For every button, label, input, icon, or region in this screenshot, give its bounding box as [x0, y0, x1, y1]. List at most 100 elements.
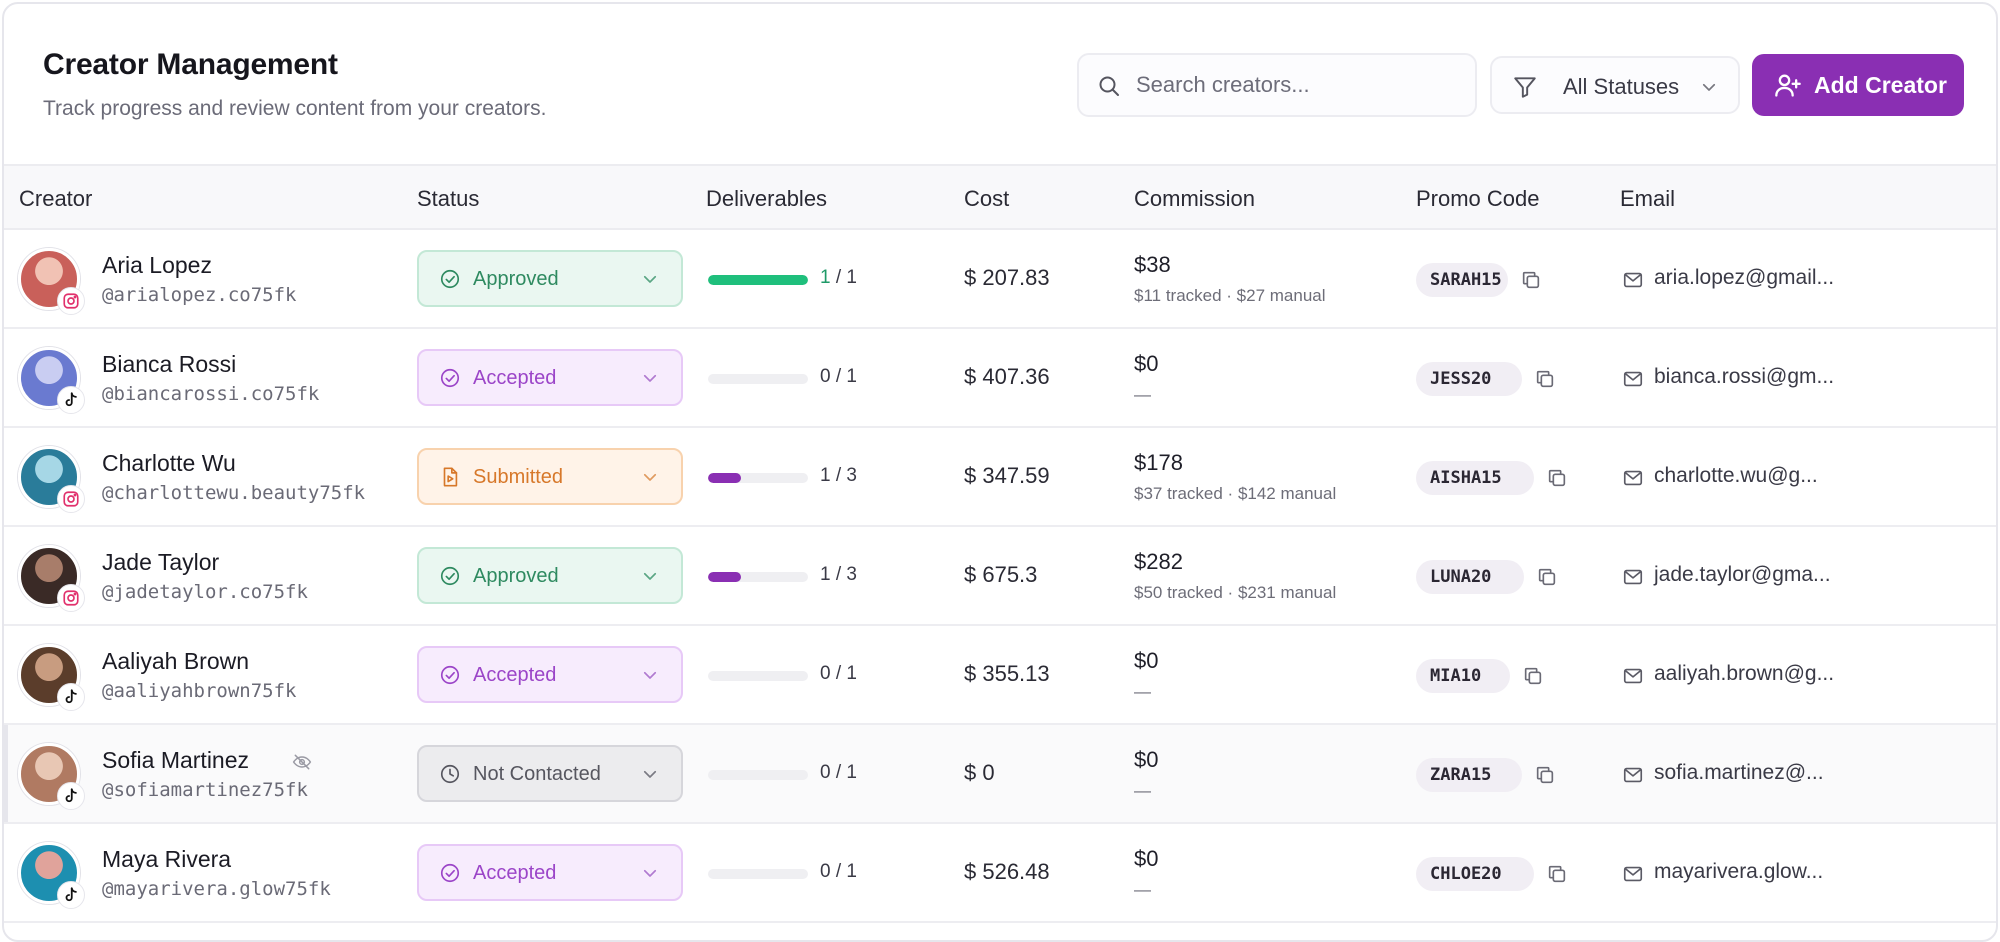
creator-avatar	[18, 248, 86, 316]
add-creator-button[interactable]: Add Creator	[1752, 54, 1964, 116]
table-row[interactable]: Maya Rivera @mayarivera.glow75fk Accepted 0…	[4, 824, 1996, 923]
deliverables-count: 1 / 3	[820, 465, 857, 486]
commission-value: $178	[1134, 450, 1183, 475]
deliverables-count: 1 / 1	[820, 267, 857, 288]
email-link[interactable]: jade.taylor@gma...	[1654, 563, 1831, 586]
promo-code-chip: ZARA15	[1416, 758, 1522, 792]
status-filter-dropdown[interactable]: All Statuses	[1490, 56, 1740, 114]
table-row[interactable]: Bianca Rossi @biancarossi.co75fk Accepted 0…	[4, 329, 1996, 428]
creator-handle: @arialopez.co75fk	[102, 284, 297, 306]
table-row[interactable]: Sofia Martinez @sofiamartinez75fk Not Cont…	[4, 725, 1996, 824]
deliverables-progress-bar	[708, 770, 808, 780]
chevron-down-icon	[643, 572, 657, 580]
email-link[interactable]: aria.lopez@gmail...	[1654, 266, 1835, 289]
cost-value: $ 407.36	[964, 364, 1050, 389]
chevron-down-icon	[643, 770, 657, 778]
email-link[interactable]: aaliyah.brown@g...	[1654, 662, 1835, 685]
creator-name[interactable]: Bianca Rossi	[102, 351, 237, 377]
commission-value: $0	[1134, 648, 1159, 673]
instagram-icon	[57, 485, 85, 513]
promo-code-chip: MIA10	[1416, 659, 1510, 693]
chevron-down-icon	[643, 275, 657, 283]
check-circle-icon	[440, 269, 460, 289]
deliverables-progress-bar	[708, 869, 808, 879]
deliverables-count: 0 / 1	[820, 366, 857, 387]
check-circle-icon	[440, 566, 460, 586]
promo-code-chip: CHLOE20	[1416, 857, 1534, 891]
deliverables-count: 0 / 1	[820, 762, 857, 783]
mail-icon	[1623, 668, 1643, 684]
email-link[interactable]: mayarivera.glow...	[1654, 860, 1824, 883]
status-dropdown[interactable]: Submitted	[417, 448, 683, 505]
deliverables-progress-fill	[708, 572, 741, 582]
cost-value: $ 526.48	[964, 859, 1050, 884]
creator-handle: @jadetaylor.co75fk	[102, 581, 308, 603]
promo-code-chip: JESS20	[1416, 362, 1522, 396]
creator-name[interactable]: Sofia Martinez	[102, 747, 250, 773]
email-link[interactable]: charlotte.wu@g...	[1654, 464, 1818, 487]
copy-icon[interactable]	[1520, 269, 1542, 291]
search-icon	[1099, 76, 1119, 96]
status-label: Not Contacted	[473, 763, 601, 785]
copy-icon[interactable]	[1536, 566, 1558, 588]
commission-detail: $50 tracked · $231 manual	[1134, 583, 1337, 602]
creator-avatar	[18, 842, 86, 910]
table-row[interactable]: Jade Taylor @jadetaylor.co75fk Approved 1 /…	[4, 527, 1996, 626]
mail-icon	[1623, 569, 1643, 585]
table-row[interactable]: Aria Lopez @arialopez.co75fk Approved 1 / 1…	[4, 230, 1996, 329]
check-circle-icon	[440, 368, 460, 388]
search-input[interactable]	[1136, 67, 1456, 103]
deliverables-progress-bar	[708, 473, 808, 483]
deliverables-progress-bar	[708, 671, 808, 681]
add-creator-label: Add Creator	[1814, 72, 1947, 98]
copy-icon[interactable]	[1534, 368, 1556, 390]
search-box[interactable]	[1077, 53, 1477, 117]
creator-name[interactable]: Aaliyah Brown	[102, 648, 250, 674]
email-link[interactable]: sofia.martinez@...	[1654, 761, 1824, 784]
creator-avatar	[18, 446, 86, 514]
commission-detail: —	[1134, 880, 1151, 899]
commission-detail: —	[1134, 682, 1151, 701]
commission-value: $0	[1134, 846, 1159, 871]
mail-icon	[1623, 470, 1643, 486]
status-dropdown[interactable]: Accepted	[417, 349, 683, 406]
file-play-icon	[443, 467, 458, 487]
copy-icon[interactable]	[1534, 764, 1556, 786]
commission-value: $0	[1134, 747, 1159, 772]
status-dropdown[interactable]: Accepted	[417, 844, 683, 901]
status-dropdown[interactable]: Accepted	[417, 646, 683, 703]
table-row[interactable]: Aaliyah Brown @aaliyahbrown75fk Accepted 0 …	[4, 626, 1996, 725]
deliverables-progress-fill	[708, 275, 808, 285]
table-row[interactable]: Charlotte Wu @charlottewu.beauty75fk Submi…	[4, 428, 1996, 527]
creator-name[interactable]: Charlotte Wu	[102, 450, 236, 476]
copy-icon[interactable]	[1546, 467, 1568, 489]
eye-off-icon	[292, 754, 312, 770]
mail-icon	[1623, 371, 1643, 387]
tiktok-icon	[57, 386, 85, 414]
deliverables-count: 0 / 1	[820, 861, 857, 882]
tiktok-icon	[57, 881, 85, 909]
page-subtitle: Track progress and review content from y…	[43, 97, 547, 120]
status-dropdown[interactable]: Approved	[417, 547, 683, 604]
copy-icon[interactable]	[1546, 863, 1568, 885]
copy-icon[interactable]	[1522, 665, 1544, 687]
creator-name[interactable]: Aria Lopez	[102, 252, 212, 278]
creator-handle: @sofiamartinez75fk	[102, 779, 308, 801]
creator-name[interactable]: Maya Rivera	[102, 846, 232, 872]
user-plus-icon	[1775, 74, 1801, 97]
chevron-down-icon	[643, 374, 657, 382]
clock-icon	[440, 764, 460, 784]
check-circle-icon	[440, 863, 460, 883]
status-dropdown[interactable]: Approved	[417, 250, 683, 307]
creator-name[interactable]: Jade Taylor	[102, 549, 220, 575]
creator-handle: @aaliyahbrown75fk	[102, 680, 297, 702]
status-dropdown[interactable]: Not Contacted	[417, 745, 683, 802]
commission-value: $0	[1134, 351, 1159, 376]
commission-detail: —	[1134, 781, 1151, 800]
status-label: Submitted	[473, 466, 564, 488]
mail-icon	[1623, 767, 1643, 783]
cost-value: $ 355.13	[964, 661, 1050, 686]
promo-code-chip: LUNA20	[1416, 560, 1524, 594]
email-link[interactable]: bianca.rossi@gm...	[1654, 365, 1835, 388]
